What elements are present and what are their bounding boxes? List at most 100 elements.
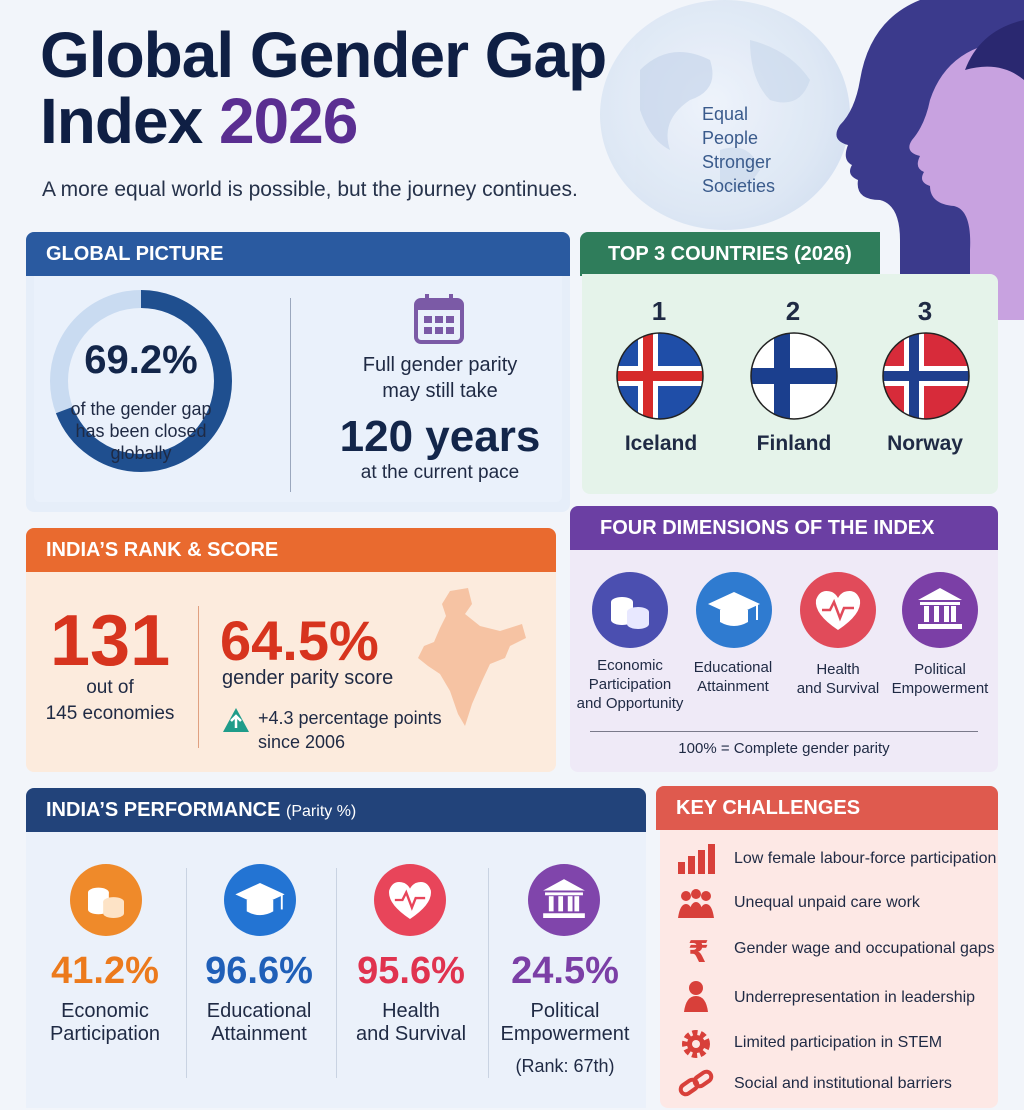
india-rank-number: 131 <box>50 601 171 681</box>
performance-value-economic: 41.2% <box>51 950 159 992</box>
people-group-icon <box>678 889 714 918</box>
chain-link-icon <box>678 1069 714 1097</box>
person-icon <box>684 981 708 1012</box>
performance-label-political: Political Empowerment <box>490 1000 640 1046</box>
gain-line-1: +4.3 percentage points <box>258 708 442 728</box>
rupee-icon: ₹ <box>688 935 709 966</box>
women-profiles-illustration <box>836 0 1024 320</box>
gain-line-2: since 2006 <box>258 732 346 752</box>
key-challenges-card <box>660 830 998 1108</box>
globe-line-4: Societies <box>702 176 776 196</box>
performance-value-political: 24.5% <box>511 950 619 992</box>
norway-flag-icon <box>882 332 970 420</box>
performance-heading-text: INDIA’S PERFORMANCE <box>46 799 281 821</box>
dim4-line-1: Political <box>914 661 966 678</box>
title-line-2: Index 2026 <box>40 88 606 154</box>
rank-number-2: 2 <box>785 296 801 326</box>
key-challenges-panel: KEY CHALLENGES <box>656 786 998 1108</box>
challenge-item-4: Underrepresentation in leadership <box>734 989 976 1006</box>
divider <box>488 868 489 1078</box>
edu-line-1: Educational <box>206 1000 312 1022</box>
graduation-cap-icon <box>696 572 772 648</box>
india-rank-heading: INDIA’S RANK & SCORE <box>26 528 556 572</box>
rank-number-1: 1 <box>651 296 667 326</box>
global-percent-label: of the gender gap has been closed global… <box>66 398 216 464</box>
performance-label-education: Educational Attainment <box>184 1000 334 1046</box>
india-score-gain: +4.3 percentage points since 2006 <box>258 706 442 754</box>
divider <box>198 606 199 748</box>
pol-line-2: Empowerment <box>500 1023 630 1045</box>
dim2-line-1: Educational <box>693 659 773 676</box>
percent-label-line-2: has been closed <box>75 421 207 441</box>
dim1-line-2: Participation <box>588 676 672 693</box>
divider <box>336 868 337 1078</box>
india-map-icon <box>418 588 526 726</box>
rank-number-3: 3 <box>917 296 933 326</box>
graduation-cap-icon <box>224 864 296 936</box>
arrow-up-icon <box>223 708 249 732</box>
global-percent: 69.2% <box>84 338 198 382</box>
gear-icon <box>682 1030 710 1058</box>
challenge-item-2: Unequal unpaid care work <box>734 894 920 911</box>
challenge-item-6: Social and institutional barriers <box>734 1075 952 1092</box>
top3-heading: TOP 3 COUNTRIES (2026) <box>580 232 880 276</box>
key-challenges-heading: KEY CHALLENGES <box>656 786 998 830</box>
title-year: 2026 <box>218 85 358 157</box>
globe-caption: Equal People Stronger Societies <box>702 102 775 198</box>
dimension-label-1: Economic Participation and Opportunity <box>570 656 690 713</box>
edu-line-2: Attainment <box>211 1023 307 1045</box>
calendar-icon <box>414 294 464 344</box>
dim3-line-2: and Survival <box>796 680 880 697</box>
challenge-item-1: Low female labour-force participation <box>734 850 997 867</box>
four-dimensions-panel: FOUR DIMENSIONS OF THE INDEX <box>570 506 998 772</box>
heart-pulse-icon <box>374 864 446 936</box>
parity-note: 100% = Complete gender parity <box>678 740 890 757</box>
country-name-1: Iceland <box>624 432 698 455</box>
parity-pace: at the current pace <box>360 462 520 483</box>
top3-panel: TOP 3 COUNTRIES (2026) <box>580 232 998 494</box>
challenge-item-5: Limited participation in STEM <box>734 1034 943 1051</box>
dim1-line-1: Economic <box>597 657 663 674</box>
out-of-line-1: out of <box>86 677 134 698</box>
india-rank-panel: INDIA’S RANK & SCORE <box>26 528 556 772</box>
divider <box>290 298 291 492</box>
globe-line-3: Stronger <box>702 152 772 172</box>
performance-label-economic: Economic Participation <box>30 1000 180 1046</box>
india-score-label: gender parity score <box>222 667 394 689</box>
performance-heading: INDIA’S PERFORMANCE (Parity %) <box>26 788 646 832</box>
parity-years: 120 years <box>339 412 541 461</box>
divider <box>186 868 187 1078</box>
iceland-flag-icon <box>616 332 704 420</box>
out-of-line-2: 145 economies <box>45 703 175 724</box>
dim3-line-1: Health <box>816 661 860 678</box>
dim2-line-2: Attainment <box>697 678 769 695</box>
divider <box>590 731 978 732</box>
performance-heading-suffix: (Parity %) <box>286 803 357 820</box>
government-building-icon <box>528 864 600 936</box>
challenge-item-3: Gender wage and occupational gaps <box>734 940 995 957</box>
econ-line-2: Participation <box>49 1023 161 1045</box>
coins-icon <box>592 572 668 648</box>
econ-line-1: Economic <box>61 1000 149 1022</box>
parity-donut-arc <box>50 290 232 472</box>
parity-line-1: Full gender parity <box>362 354 518 376</box>
india-score: 64.5% <box>220 609 379 672</box>
pol-line-1: Political <box>530 1000 600 1022</box>
parity-text: Full gender parity may still take <box>320 352 560 404</box>
performance-value-health: 95.6% <box>357 950 465 992</box>
performance-label-health: Health and Survival <box>336 1000 486 1046</box>
parity-donut <box>50 290 232 472</box>
globe-line-2: People <box>702 128 759 148</box>
performance-panel: INDIA’S PERFORMANCE (Parity %) <box>26 788 646 1108</box>
country-name-2: Finland <box>756 432 832 455</box>
coins-icon <box>70 864 142 936</box>
health-line-1: Health <box>382 1000 440 1022</box>
dim4-line-2: Empowerment <box>891 680 989 697</box>
parity-line-2: may still take <box>382 380 498 402</box>
political-rank: (Rank: 67th) <box>515 1056 615 1076</box>
percent-label-line-1: of the gender gap <box>70 399 212 419</box>
globe-line-1: Equal <box>702 104 749 124</box>
health-line-2: and Survival <box>355 1023 467 1045</box>
svg-text:₹: ₹ <box>688 935 709 966</box>
dimension-label-4: Political Empowerment <box>880 660 1000 698</box>
